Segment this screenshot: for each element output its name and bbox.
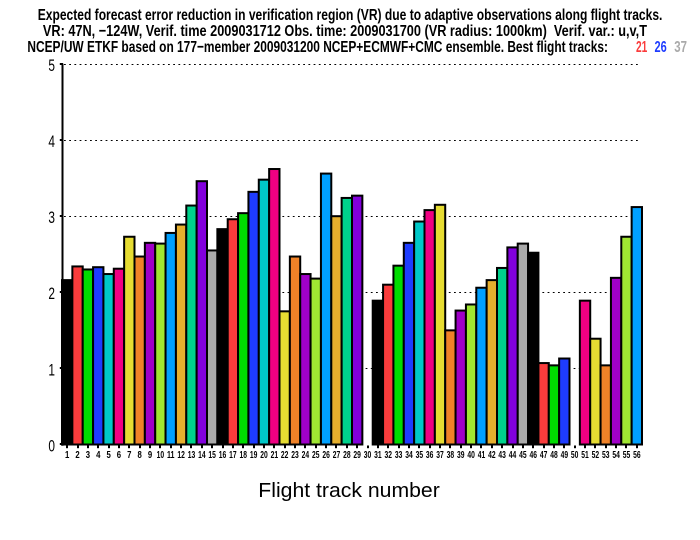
svg-text:52: 52 [592, 450, 600, 461]
svg-text:44: 44 [509, 450, 517, 461]
svg-text:12: 12 [177, 450, 185, 461]
svg-text:26: 26 [322, 450, 330, 461]
svg-text:5: 5 [106, 450, 111, 461]
svg-text:29: 29 [353, 450, 361, 461]
svg-text:21: 21 [636, 39, 647, 56]
svg-text:6: 6 [117, 450, 122, 461]
svg-text:55: 55 [623, 450, 631, 461]
svg-text:2: 2 [48, 285, 55, 303]
svg-text:3: 3 [86, 450, 91, 461]
svg-text:11: 11 [167, 450, 175, 461]
svg-text:28: 28 [343, 450, 351, 461]
svg-text:45: 45 [519, 450, 527, 461]
svg-text:42: 42 [488, 450, 496, 461]
svg-text:37: 37 [436, 450, 444, 461]
svg-text:1: 1 [65, 450, 70, 461]
svg-text:27: 27 [333, 450, 341, 461]
svg-text:30: 30 [364, 450, 372, 461]
svg-text:9: 9 [148, 450, 153, 461]
svg-text:4: 4 [48, 133, 55, 151]
svg-text:0: 0 [48, 437, 55, 455]
svg-text:33: 33 [395, 450, 403, 461]
svg-text:53: 53 [602, 450, 610, 461]
svg-text:54: 54 [612, 450, 620, 461]
svg-text:13: 13 [188, 450, 196, 461]
svg-text:43: 43 [498, 450, 506, 461]
svg-text:34: 34 [405, 450, 413, 461]
svg-text:5: 5 [48, 57, 55, 75]
svg-text:2: 2 [75, 450, 79, 461]
svg-text:15: 15 [208, 450, 216, 461]
svg-text:24: 24 [302, 450, 310, 461]
svg-text:36: 36 [426, 450, 434, 461]
svg-text:7: 7 [127, 450, 131, 461]
svg-text:Expected forecast error reduct: Expected forecast error reduction in ver… [38, 7, 663, 24]
svg-text:37: 37 [674, 39, 687, 56]
svg-text:22: 22 [281, 450, 289, 461]
svg-text:10: 10 [157, 450, 165, 461]
svg-text:20: 20 [260, 450, 268, 461]
svg-text:35: 35 [416, 450, 424, 461]
svg-text:38: 38 [447, 450, 455, 461]
svg-text:8: 8 [138, 450, 143, 461]
svg-text:49: 49 [561, 450, 569, 461]
svg-text:14: 14 [198, 450, 206, 461]
svg-text:19: 19 [250, 450, 258, 461]
svg-text:32: 32 [385, 450, 393, 461]
svg-text:31: 31 [374, 450, 382, 461]
svg-text:NCEP/UW ETKF based on 177−memb: NCEP/UW ETKF based on 177−member 2009031… [27, 39, 608, 56]
svg-text:17: 17 [229, 450, 237, 461]
svg-text:1: 1 [48, 361, 55, 379]
svg-text:51: 51 [581, 450, 589, 461]
svg-text:56: 56 [633, 450, 641, 461]
svg-text:16: 16 [219, 450, 227, 461]
svg-text:41: 41 [478, 450, 486, 461]
svg-text:47: 47 [540, 450, 548, 461]
svg-text:25: 25 [312, 450, 320, 461]
svg-text:4: 4 [96, 450, 101, 461]
svg-text:26: 26 [655, 39, 667, 56]
svg-text:23: 23 [291, 450, 299, 461]
svg-text:18: 18 [240, 450, 248, 461]
svg-text:3: 3 [48, 209, 55, 227]
svg-text:46: 46 [530, 450, 538, 461]
svg-text:39: 39 [457, 450, 465, 461]
svg-text:40: 40 [467, 450, 475, 461]
svg-text:21: 21 [271, 450, 279, 461]
svg-text:48: 48 [550, 450, 558, 461]
svg-text:50: 50 [571, 450, 579, 461]
svg-text:VR: 47N, −124W, Verif. time 20: VR: 47N, −124W, Verif. time 2009031712 O… [43, 23, 647, 40]
svg-text:Flight track number: Flight track number [258, 479, 440, 502]
